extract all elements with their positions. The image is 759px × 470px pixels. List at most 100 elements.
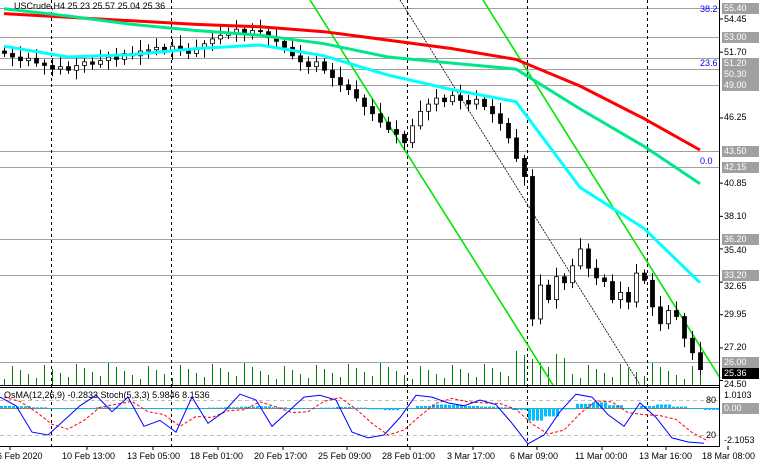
osma-bar — [432, 404, 435, 408]
osma-bar — [128, 408, 131, 409]
osma-bar — [280, 407, 283, 409]
x-tick-label: 25 Feb 09:00 — [318, 451, 372, 461]
osma-bar — [392, 408, 395, 411]
osma-bar — [388, 408, 391, 411]
osma-bar — [424, 405, 427, 408]
osma-bar — [92, 408, 95, 409]
trend-channel-line — [309, 0, 554, 386]
osma-bar — [488, 406, 491, 408]
candle-body — [74, 65, 79, 71]
osma-bar — [492, 406, 495, 408]
osma-bar — [700, 408, 703, 409]
osma-bar — [408, 408, 411, 409]
osma-bar — [148, 408, 151, 409]
candle-body — [306, 61, 311, 68]
x-tick-label: 13 Feb 05:00 — [127, 451, 181, 461]
fib-level-label: 38.2 — [700, 3, 718, 14]
osma-bar — [524, 408, 527, 411]
stoch-level-20-label: 20 — [706, 429, 717, 440]
candle-body — [18, 56, 23, 62]
osma-bar — [40, 407, 43, 409]
osma-bar — [384, 408, 387, 411]
osma-bar — [468, 405, 471, 408]
osma-bar — [180, 408, 183, 410]
osma-bar — [396, 408, 399, 411]
candle-body — [482, 98, 487, 107]
candle-body — [674, 310, 679, 317]
osma-bar — [552, 408, 555, 417]
osma-bar — [84, 408, 87, 409]
ma-slow-line — [3, 12, 701, 152]
osma-bar — [12, 405, 15, 408]
candle-body — [146, 49, 151, 52]
osma-bar — [372, 408, 375, 410]
candle-body — [658, 306, 663, 325]
stoch-level-80-label: 80 — [706, 394, 717, 405]
osma-bar — [200, 408, 203, 409]
osma-bar — [288, 408, 291, 409]
x-tick-label: 6 Mar 09:00 — [510, 451, 559, 461]
osma-bar — [336, 406, 339, 408]
x-tick-label: 11 Mar 00:00 — [575, 451, 628, 461]
stoch-main-line — [0, 393, 705, 445]
candle-body — [210, 38, 215, 45]
osma-bar — [68, 408, 71, 410]
y-tick-label: 35.40 — [724, 245, 747, 255]
osma-bar — [228, 407, 231, 409]
candle-body — [490, 106, 495, 115]
osma-bar — [644, 405, 647, 408]
candle-body — [330, 69, 335, 78]
osma-bar — [160, 408, 163, 410]
candle-body — [586, 248, 591, 269]
osma-bar — [156, 408, 159, 409]
osma-bar — [332, 407, 335, 409]
osma-bar — [284, 407, 287, 409]
osma-bar — [456, 404, 459, 408]
candle-body — [410, 125, 415, 144]
x-tick-label: 3 Mar 17:00 — [447, 451, 496, 461]
osma-bar — [56, 408, 59, 409]
osma-bar — [96, 407, 99, 409]
candle-body — [594, 267, 599, 279]
osma-bar — [648, 405, 651, 408]
osma-bar — [420, 405, 423, 408]
osma-bar — [656, 404, 659, 408]
x-tick-label: 18 Mar 08:00 — [702, 451, 756, 461]
osma-bar — [80, 408, 83, 409]
osma-bar — [32, 407, 35, 409]
osma-bar — [584, 403, 587, 408]
osma-bar — [320, 407, 323, 409]
osma-bar — [240, 406, 243, 408]
candle-body — [386, 121, 391, 130]
osma-bar — [216, 407, 219, 409]
osma-bar — [88, 408, 91, 409]
osma-bar — [628, 408, 631, 409]
osma-bar — [308, 408, 311, 409]
osma-bar — [556, 408, 559, 417]
osma-bar — [684, 406, 687, 408]
osma-bar — [104, 407, 107, 409]
osma-bar — [512, 408, 515, 411]
osma-bar — [248, 406, 251, 408]
osma-bar — [176, 408, 179, 410]
osma-bar — [316, 408, 319, 409]
candle-body — [2, 50, 7, 54]
osma-bar — [500, 407, 503, 409]
osma-bar — [192, 408, 195, 409]
osma-bar — [532, 408, 535, 421]
osma-bar — [132, 408, 135, 409]
candle-body — [546, 284, 551, 301]
candle-body — [610, 281, 615, 301]
ma-mid-line — [3, 7, 701, 186]
osma-bar — [564, 408, 567, 410]
osma-bar — [480, 406, 483, 408]
osma-bar — [548, 408, 551, 417]
osma-bar — [476, 405, 479, 408]
osma-bar — [244, 406, 247, 408]
candle-body — [554, 276, 559, 301]
candle-body — [58, 66, 63, 70]
osma-bar — [304, 408, 307, 409]
candle-body — [602, 277, 607, 282]
osma-bar — [352, 407, 355, 409]
